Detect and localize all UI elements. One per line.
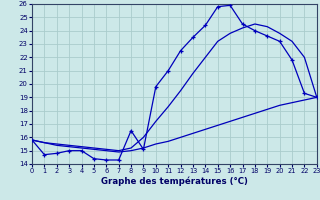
X-axis label: Graphe des températures (°C): Graphe des températures (°C) [101, 177, 248, 186]
